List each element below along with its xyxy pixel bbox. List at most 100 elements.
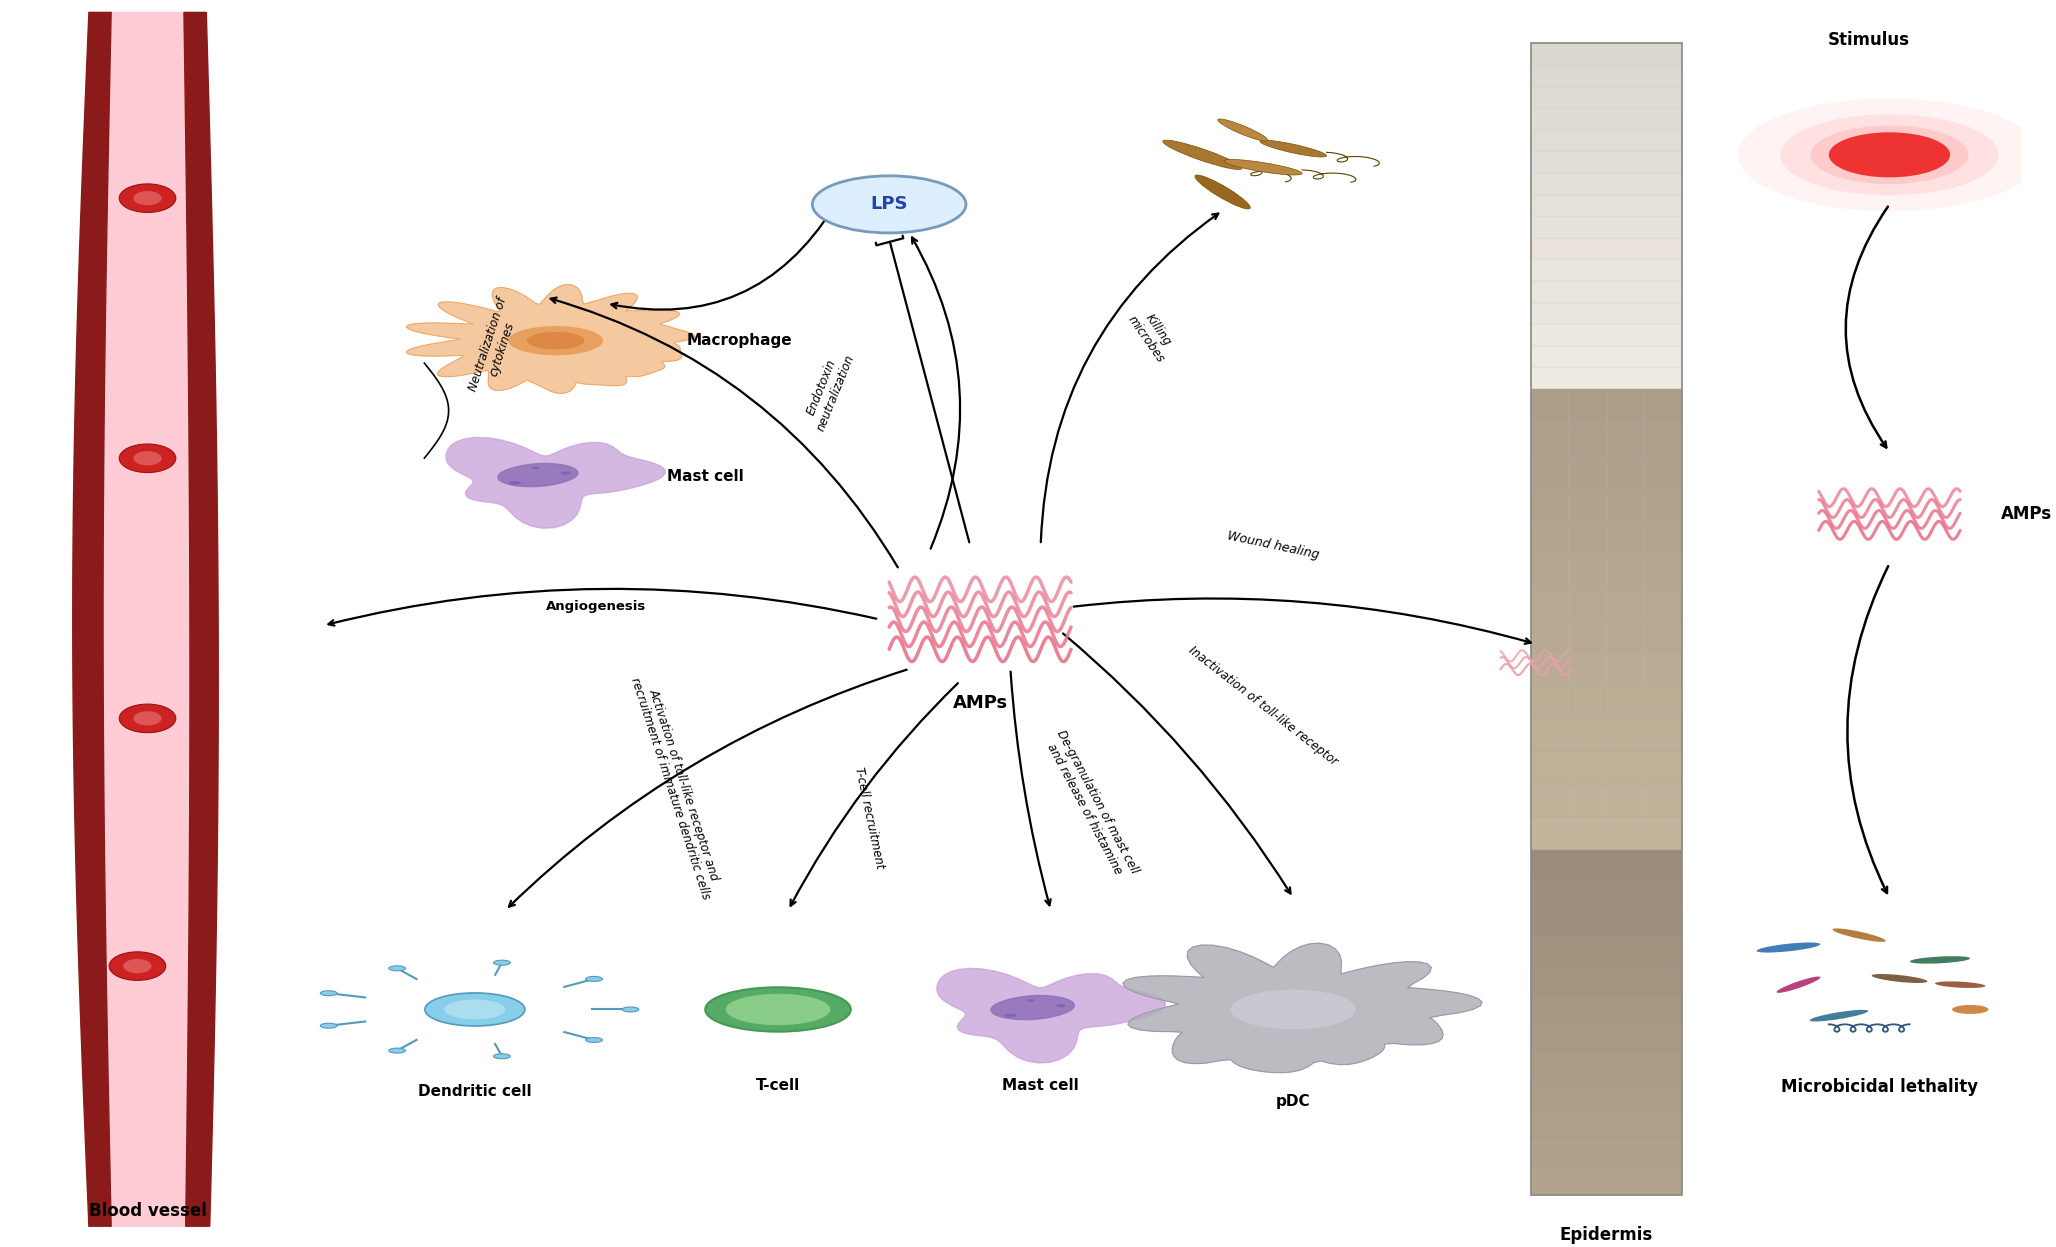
Bar [1532,784,1682,817]
Text: Inactivation of toll-like receptor: Inactivation of toll-like receptor [1186,643,1341,768]
Bar [1532,1080,1682,1109]
Bar [1532,324,1682,345]
Bar [1532,238,1682,259]
Ellipse shape [510,481,522,485]
Ellipse shape [1195,175,1250,209]
Ellipse shape [1811,126,1968,185]
Ellipse shape [1910,956,1970,964]
Bar [1532,620,1682,652]
Ellipse shape [1830,132,1949,177]
Ellipse shape [1780,115,1998,196]
Bar [1532,718,1682,751]
Ellipse shape [586,976,602,981]
Text: AMPs: AMPs [2000,505,2052,522]
Bar [1532,878,1682,908]
Bar [1532,488,1682,520]
Polygon shape [1123,943,1482,1072]
Ellipse shape [493,1054,510,1059]
Ellipse shape [526,332,584,349]
Ellipse shape [134,451,162,465]
Ellipse shape [119,183,177,212]
Bar [1532,520,1682,554]
Bar [1532,586,1682,620]
Ellipse shape [321,990,337,995]
Bar [1532,44,1682,65]
Bar [1532,994,1682,1023]
Bar [1532,1023,1682,1051]
Bar [1532,1109,1682,1137]
Ellipse shape [1832,929,1885,941]
Ellipse shape [508,325,602,355]
Ellipse shape [1737,99,2042,211]
Polygon shape [991,995,1075,1020]
Polygon shape [183,12,218,1226]
Ellipse shape [530,466,539,469]
Text: Wound healing: Wound healing [1225,529,1320,561]
Ellipse shape [1871,974,1926,983]
Bar [1532,817,1682,849]
Text: Killing
microbes: Killing microbes [1125,304,1178,364]
Text: Mast cell: Mast cell [666,469,744,484]
Bar [1532,368,1682,389]
Polygon shape [72,12,111,1226]
Bar [1532,554,1682,586]
Bar [1532,849,1682,878]
Ellipse shape [1776,976,1820,993]
Ellipse shape [586,1038,602,1042]
Bar [1532,936,1682,965]
Text: Mast cell: Mast cell [1003,1077,1079,1092]
Polygon shape [407,284,695,393]
Bar [1532,1137,1682,1166]
Ellipse shape [1232,990,1357,1029]
Bar [1532,281,1682,303]
Bar [1532,652,1682,685]
Text: AMPs: AMPs [952,693,1007,712]
Ellipse shape [109,951,167,980]
Ellipse shape [493,960,510,965]
Ellipse shape [1935,981,1986,988]
Polygon shape [938,969,1166,1062]
Text: Microbicidal lethality: Microbicidal lethality [1780,1077,1978,1096]
Bar [1532,44,1682,1196]
Ellipse shape [561,471,572,475]
Text: De-granulation of mast cell
and release of histamine: De-granulation of mast cell and release … [1040,727,1141,883]
Ellipse shape [812,176,966,233]
Ellipse shape [426,993,524,1026]
Bar [1532,1166,1682,1196]
Text: T-cell recruitment: T-cell recruitment [851,766,886,869]
Bar [1532,86,1682,108]
Text: Stimulus: Stimulus [1828,31,1910,49]
Text: LPS: LPS [870,196,909,213]
Bar [1532,685,1682,718]
Ellipse shape [123,959,152,973]
Text: T-cell: T-cell [757,1077,800,1092]
Ellipse shape [1809,1010,1869,1021]
Bar [1532,965,1682,994]
Polygon shape [446,438,666,529]
Bar [1532,455,1682,488]
Bar [1532,216,1682,238]
Ellipse shape [389,1049,405,1052]
Ellipse shape [444,1000,506,1019]
Ellipse shape [1756,943,1820,953]
Text: Endotoxin
neutralization: Endotoxin neutralization [800,347,857,433]
Ellipse shape [1260,140,1326,157]
Ellipse shape [1951,1005,1988,1014]
Bar [1532,421,1682,455]
Bar [1532,108,1682,130]
Bar [1532,195,1682,216]
Text: Activation of toll-like receptor and
recruitment of immature dendritic cells: Activation of toll-like receptor and rec… [627,672,726,902]
Ellipse shape [1026,999,1034,1001]
Ellipse shape [119,444,177,473]
Ellipse shape [1164,140,1242,170]
Polygon shape [498,464,578,486]
Bar [1532,173,1682,195]
Text: pDC: pDC [1277,1094,1310,1109]
Bar [1532,303,1682,324]
Text: Dendritic cell: Dendritic cell [417,1084,533,1099]
Ellipse shape [1003,1014,1016,1018]
Ellipse shape [705,988,851,1031]
Bar [1532,151,1682,173]
Bar [1532,259,1682,281]
Ellipse shape [119,705,177,733]
